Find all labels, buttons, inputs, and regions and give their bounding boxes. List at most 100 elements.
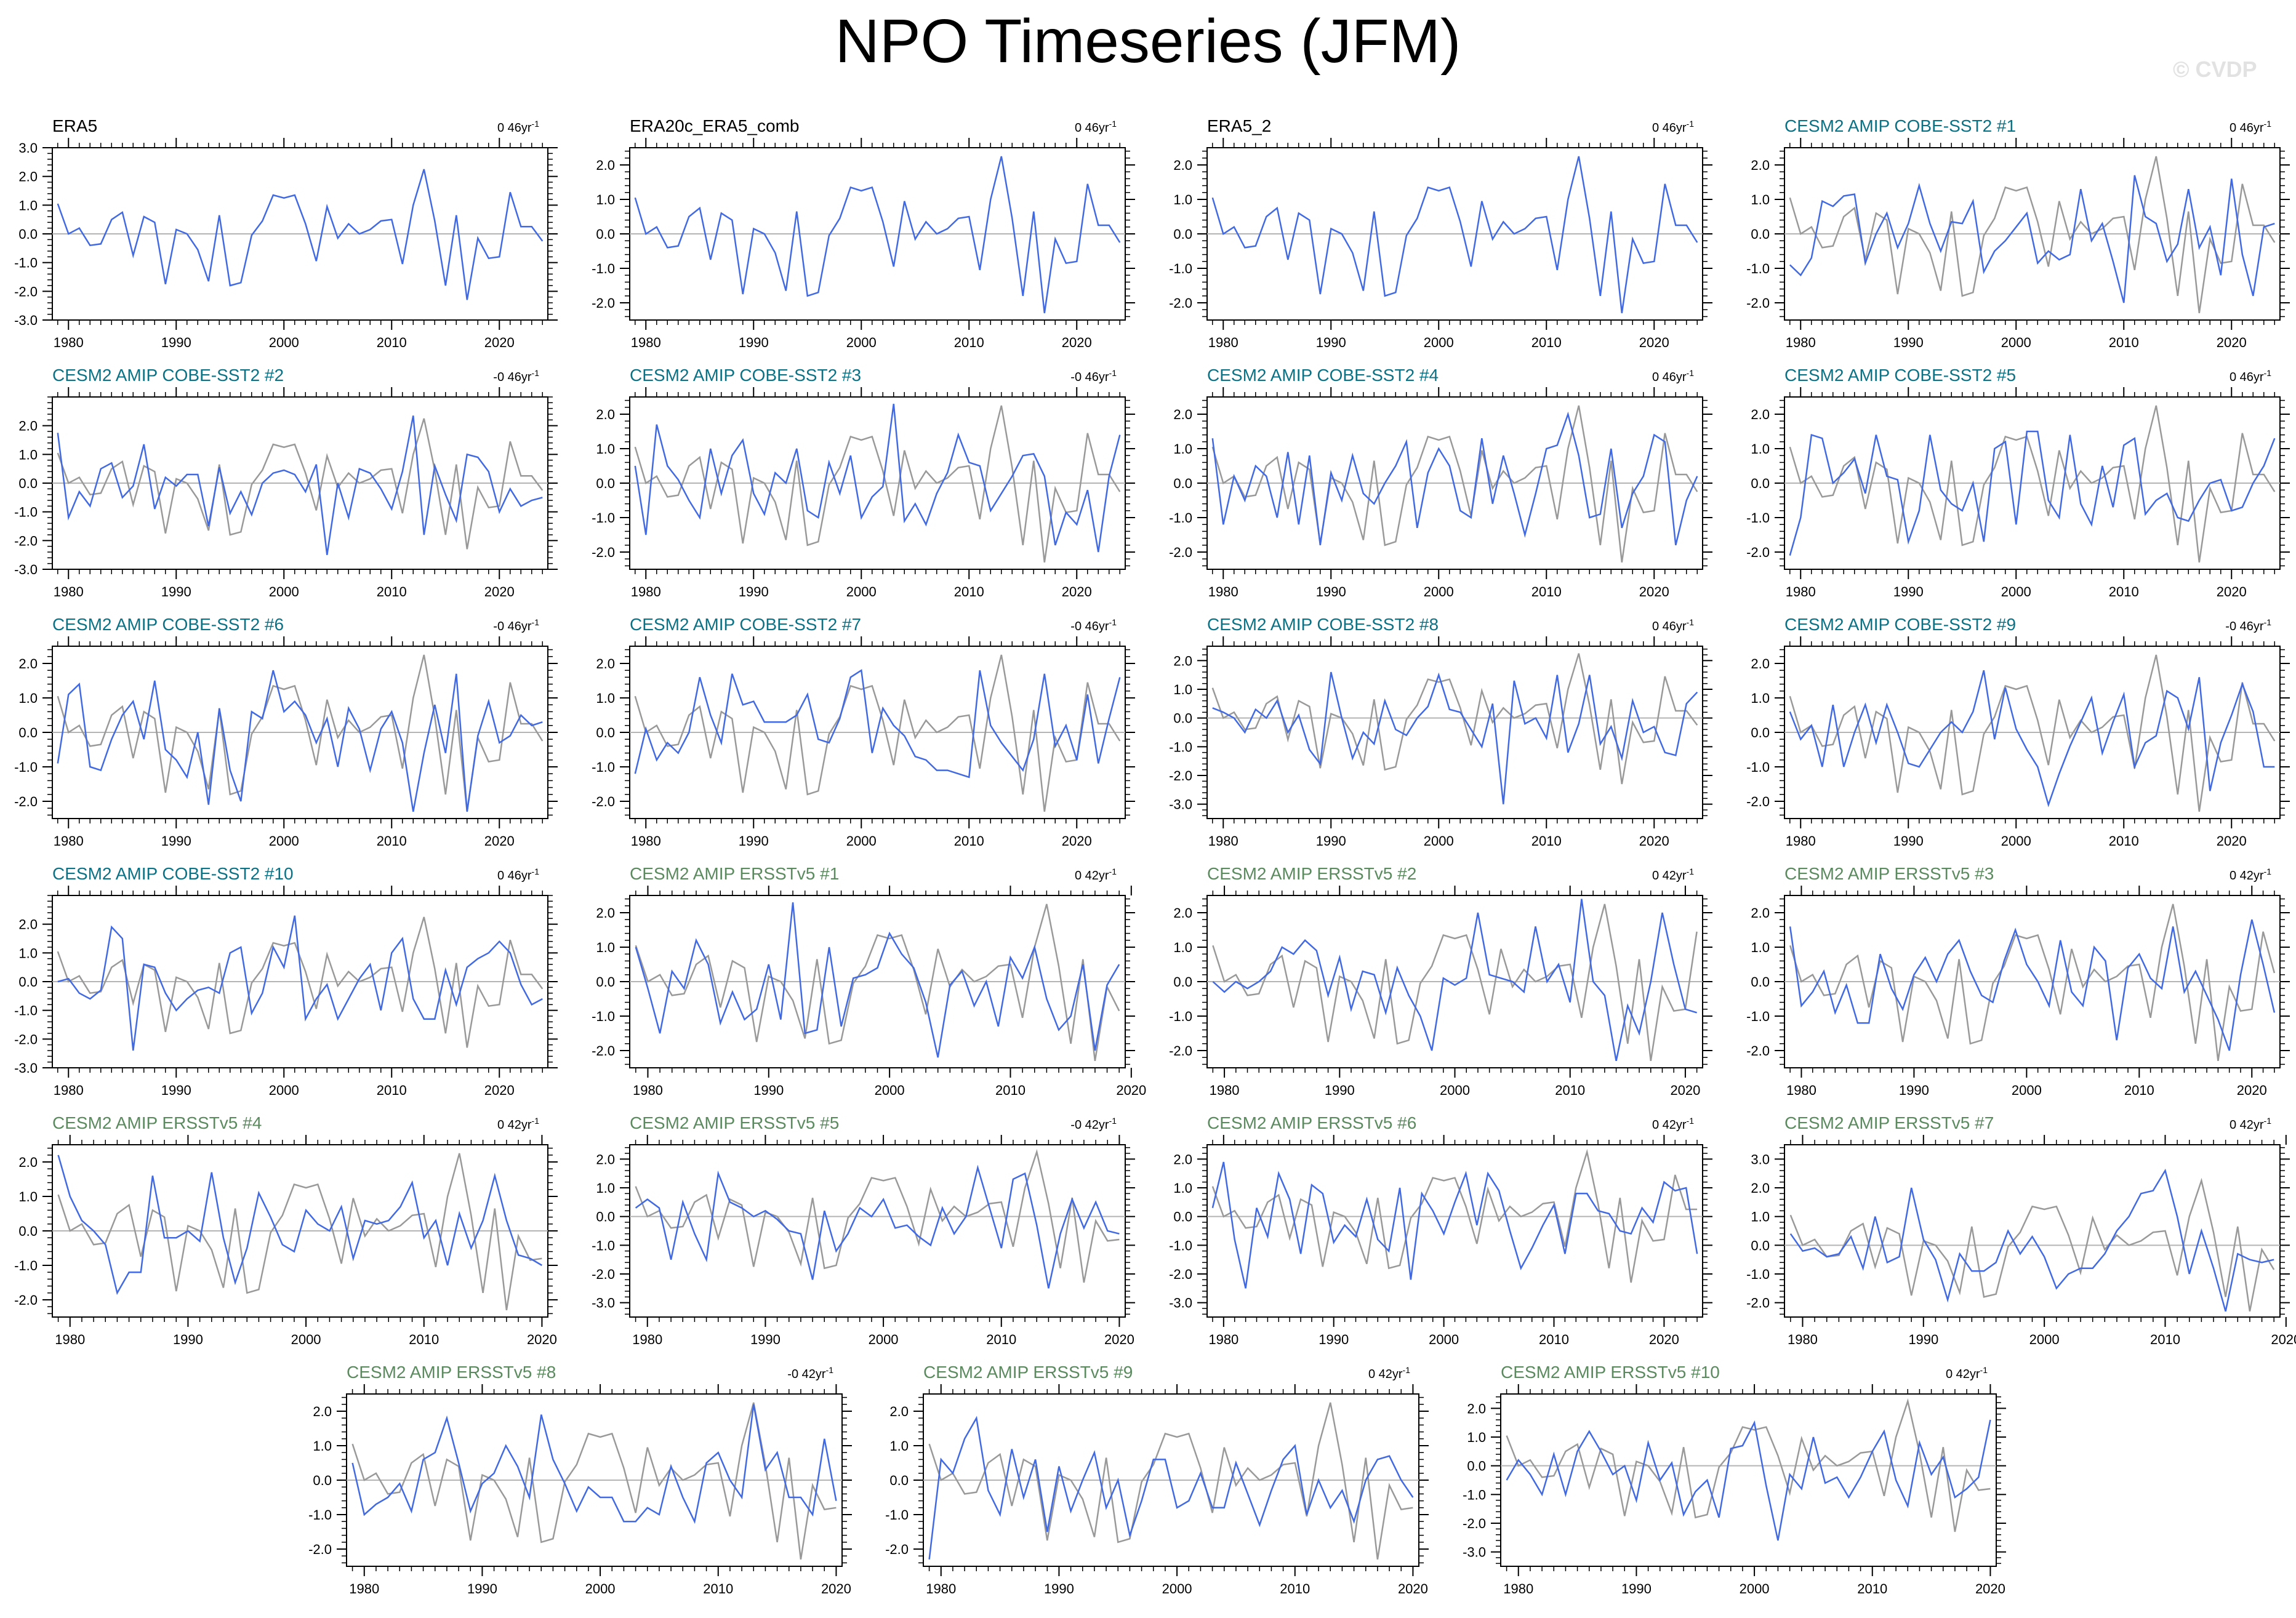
series-line bbox=[634, 404, 1121, 553]
x-tick-label: 2020 bbox=[1975, 1581, 2005, 1596]
y-tick-label: 0.0 bbox=[18, 974, 38, 990]
panel-title: CESM2 AMIP ERSSTv5 #1 bbox=[630, 864, 839, 883]
x-tick-label: 1990 bbox=[1621, 1581, 1652, 1596]
x-tick-label: 2000 bbox=[1440, 1083, 1470, 1098]
trend-label: -0 46yr-1 bbox=[2225, 617, 2271, 633]
y-tick-label: 0.0 bbox=[596, 1209, 615, 1225]
y-tick-label: 0.0 bbox=[18, 226, 38, 242]
y-tick-label: 2.0 bbox=[1751, 407, 1770, 422]
y-tick-label: -1.0 bbox=[1746, 261, 1770, 276]
y-tick-label: 0.0 bbox=[1751, 974, 1770, 990]
x-tick-label: 1980 bbox=[1788, 1332, 1818, 1347]
obs-reference-line bbox=[928, 1402, 1413, 1560]
chart-panel-4: -2.0 -1.0 0.0 1.0 2.0 1980 1990 2000 2010 2020 CES… bbox=[1746, 116, 2290, 350]
y-tick-label: 2.0 bbox=[596, 656, 615, 671]
x-tick-label: 1980 bbox=[1786, 833, 1816, 849]
obs-reference-line bbox=[351, 1402, 837, 1560]
y-tick-label: 2.0 bbox=[1751, 656, 1770, 671]
x-tick-label: 1990 bbox=[1899, 1083, 1929, 1098]
trend-label: -0 46yr-1 bbox=[493, 617, 539, 633]
y-tick-label: -3.0 bbox=[1463, 1545, 1486, 1560]
figure-title: NPO Timeseries (JFM) bbox=[835, 7, 1461, 76]
y-tick-label: 2.0 bbox=[18, 419, 38, 434]
series-line bbox=[57, 1155, 543, 1296]
y-tick-label: 0.0 bbox=[313, 1473, 332, 1488]
x-tick-label: 2010 bbox=[1857, 1581, 1887, 1596]
y-tick-label: 1.0 bbox=[18, 1189, 38, 1204]
y-tick-label: -2.0 bbox=[1746, 1296, 1770, 1311]
trend-superscript: -1 bbox=[1687, 617, 1695, 627]
y-tick-label: 0.0 bbox=[1751, 476, 1770, 491]
x-tick-label: 2000 bbox=[1429, 1332, 1459, 1347]
panel-title: CESM2 AMIP COBE-SST2 #2 bbox=[52, 366, 284, 385]
y-tick-label: 0.0 bbox=[1173, 711, 1192, 726]
x-tick-label: 2010 bbox=[377, 335, 407, 350]
y-tick-label: -1.0 bbox=[14, 505, 38, 520]
panel-title: ERA5 bbox=[52, 116, 97, 135]
obs-reference-line bbox=[635, 1149, 1120, 1283]
x-tick-label: 2010 bbox=[1531, 335, 1562, 350]
y-tick-label: 2.0 bbox=[596, 407, 615, 422]
series-line bbox=[1789, 175, 2275, 303]
x-tick-label: 1990 bbox=[750, 1332, 781, 1347]
x-tick-label: 1990 bbox=[1893, 833, 1924, 849]
y-tick-label: 0.0 bbox=[1467, 1459, 1486, 1474]
chart-panel-5: -3.0 -2.0 -1.0 0.0 1.0 2.0 1980 1990 2000 2010 202… bbox=[14, 366, 558, 599]
x-tick-label: 2000 bbox=[846, 335, 877, 350]
x-tick-label: 2000 bbox=[2001, 584, 2031, 599]
x-tick-label: 1990 bbox=[1044, 1581, 1074, 1596]
x-tick-label: 1990 bbox=[1893, 335, 1924, 350]
trend-superscript: -1 bbox=[2264, 119, 2272, 129]
series-line bbox=[928, 1416, 1414, 1560]
x-tick-label: 2020 bbox=[1116, 1083, 1146, 1098]
obs-reference-line bbox=[1789, 654, 2276, 812]
y-tick-label: 0.0 bbox=[596, 476, 615, 491]
x-tick-label: 2010 bbox=[1280, 1581, 1310, 1596]
y-tick-label: -1.0 bbox=[14, 1258, 38, 1273]
panel-title: ERA5_2 bbox=[1207, 116, 1271, 135]
plot-frame bbox=[629, 1144, 1126, 1318]
y-tick-label: 2.0 bbox=[1751, 158, 1770, 173]
y-tick-label: 1.0 bbox=[1751, 441, 1770, 457]
series-line bbox=[635, 902, 1120, 1058]
chart-panel-20: -2.0 -1.0 0.0 1.0 2.0 3.0 1980 1990 2000 2010 2020… bbox=[1746, 1113, 2296, 1347]
y-tick-label: -1.0 bbox=[14, 255, 38, 271]
x-tick-label: 2020 bbox=[1104, 1332, 1134, 1347]
x-tick-label: 1990 bbox=[173, 1332, 203, 1347]
x-tick-label: 1990 bbox=[1316, 335, 1346, 350]
y-tick-label: 2.0 bbox=[1173, 407, 1192, 422]
chart-panel-18: -3.0 -2.0 -1.0 0.0 1.0 2.0 1980 1990 2000 2010 202… bbox=[592, 1113, 1135, 1347]
obs-reference-line bbox=[57, 654, 544, 812]
x-tick-label: 2000 bbox=[846, 833, 877, 849]
y-tick-label: 1.0 bbox=[1467, 1430, 1486, 1445]
y-tick-label: 0.0 bbox=[596, 725, 615, 740]
trend-superscript: -1 bbox=[1109, 1116, 1117, 1126]
series-line bbox=[57, 415, 543, 555]
x-tick-label: 2020 bbox=[1062, 335, 1092, 350]
panel-title: CESM2 AMIP ERSSTv5 #7 bbox=[1784, 1113, 1994, 1132]
y-tick-label: 0.0 bbox=[596, 226, 615, 242]
trend-label: 0 46yr-1 bbox=[2230, 119, 2271, 135]
chart-panel-12: -2.0 -1.0 0.0 1.0 2.0 1980 1990 2000 2010 2020 CES… bbox=[1746, 615, 2290, 849]
x-tick-label: 2000 bbox=[269, 584, 299, 599]
obs-reference-line bbox=[1789, 903, 2276, 1061]
plot-frame bbox=[1784, 1144, 2281, 1318]
trend-superscript: -1 bbox=[1687, 1116, 1695, 1126]
trend-label: 0 42yr-1 bbox=[2230, 867, 2271, 883]
x-tick-label: 2020 bbox=[484, 584, 515, 599]
y-tick-label: 0.0 bbox=[596, 974, 615, 990]
obs-reference-line bbox=[1211, 405, 1698, 563]
y-tick-label: -1.0 bbox=[1746, 759, 1770, 775]
series-line bbox=[634, 156, 1121, 313]
trend-label: -0 42yr-1 bbox=[1070, 1116, 1117, 1132]
y-tick-label: 0.0 bbox=[1751, 1238, 1770, 1253]
trend-label: -0 46yr-1 bbox=[1070, 617, 1117, 633]
y-tick-label: -2.0 bbox=[14, 794, 38, 809]
x-tick-label: 1990 bbox=[739, 584, 769, 599]
panel-title: CESM2 AMIP ERSSTv5 #4 bbox=[52, 1113, 262, 1132]
y-tick-label: -3.0 bbox=[592, 1296, 615, 1311]
x-tick-label: 1990 bbox=[1893, 584, 1924, 599]
chart-panel-15: -2.0 -1.0 0.0 1.0 2.0 1980 1990 2000 2010 2020 CES… bbox=[1169, 864, 1712, 1098]
panel-title: CESM2 AMIP COBE-SST2 #7 bbox=[630, 615, 861, 634]
trend-superscript: -1 bbox=[532, 617, 540, 627]
